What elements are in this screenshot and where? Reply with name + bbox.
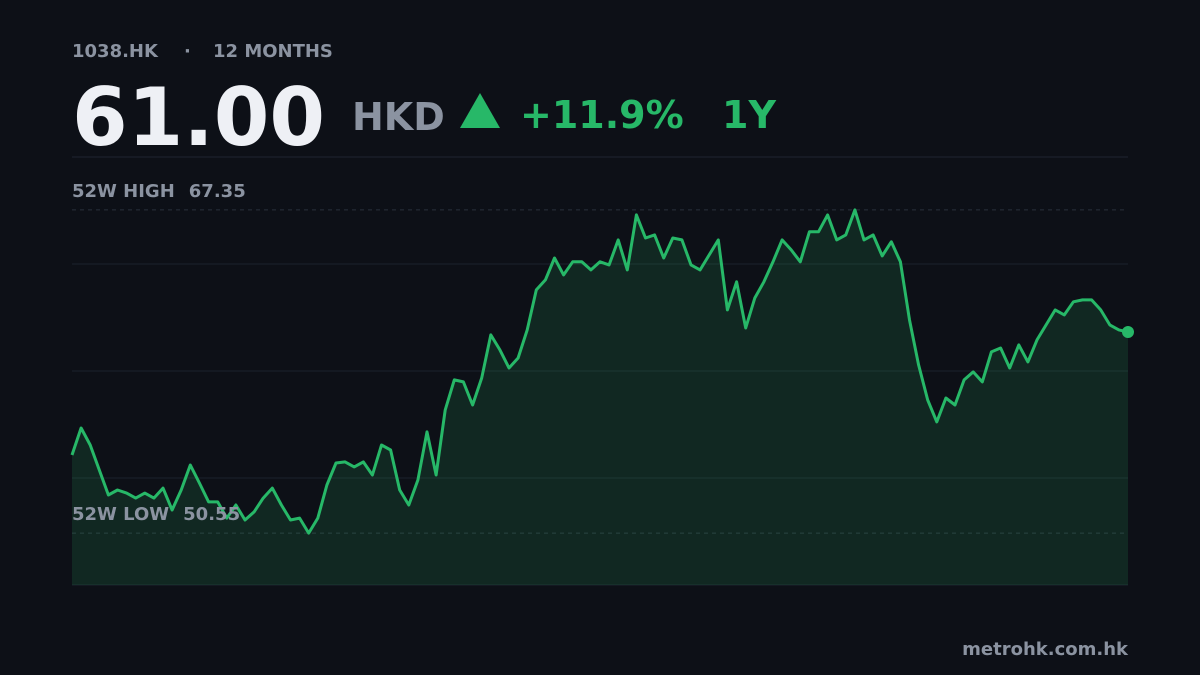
ticker: 1038.HK [72,41,159,62]
area-fill [72,209,1128,585]
period: 12 MONTHS [213,41,333,62]
change-period: 1Y [722,93,776,137]
footer: metrohk.com.hk [962,639,1129,660]
last-point [1122,326,1134,339]
up-arrow [460,93,500,128]
change: +11.9% [520,93,684,137]
price: 61.00 [72,71,325,164]
reference-label: 52W HIGH [72,181,175,202]
currency: HKD [352,95,445,139]
reference-value: 50.55 [183,504,240,525]
separator: · [184,41,191,62]
reference-value: 67.35 [189,181,246,202]
reference-label: 52W LOW [72,504,169,525]
price-line [70,208,1129,535]
